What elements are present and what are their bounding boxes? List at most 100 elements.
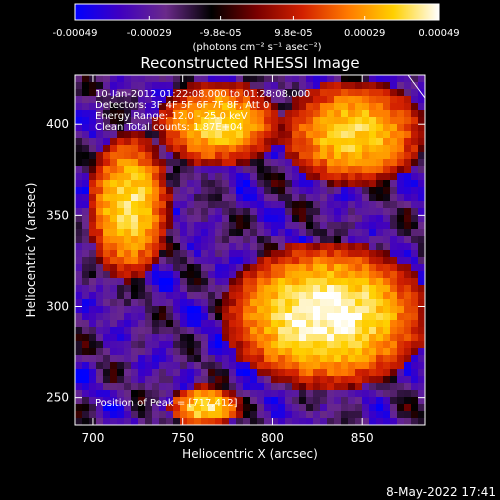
- heatmap-cell: [313, 131, 321, 139]
- heatmap-cell: [82, 376, 90, 384]
- heatmap-cell: [201, 369, 209, 377]
- heatmap-cell: [110, 138, 118, 146]
- heatmap-cell: [138, 285, 146, 293]
- heatmap-cell: [215, 271, 223, 279]
- heatmap-cell: [82, 320, 90, 328]
- heatmap-cell: [355, 320, 363, 328]
- heatmap-cell: [152, 376, 160, 384]
- heatmap-cell: [215, 124, 223, 132]
- heatmap-cell: [180, 110, 188, 118]
- heatmap-cell: [341, 306, 349, 314]
- heatmap-cell: [243, 208, 251, 216]
- heatmap-cell: [355, 292, 363, 300]
- heatmap-cell: [215, 89, 223, 97]
- heatmap-cell: [208, 355, 216, 363]
- heatmap-cell: [271, 250, 279, 258]
- heatmap-cell: [369, 89, 377, 97]
- heatmap-cell: [334, 222, 342, 230]
- heatmap-cell: [180, 348, 188, 356]
- heatmap-cell: [96, 383, 104, 391]
- heatmap-cell: [369, 250, 377, 258]
- heatmap-cell: [138, 215, 146, 223]
- heatmap-cell: [194, 222, 202, 230]
- heatmap-cell: [110, 271, 118, 279]
- heatmap-cell: [264, 187, 272, 195]
- heatmap-cell: [145, 299, 153, 307]
- heatmap-cell: [362, 166, 370, 174]
- heatmap-cell: [124, 180, 132, 188]
- heatmap-cell: [418, 320, 425, 328]
- heatmap-cell: [194, 404, 202, 412]
- heatmap-cell: [369, 313, 377, 321]
- heatmap-cell: [243, 117, 251, 125]
- heatmap-cell: [383, 187, 391, 195]
- heatmap-cell: [145, 89, 153, 97]
- heatmap-cell: [306, 194, 314, 202]
- heatmap-cell: [110, 82, 118, 90]
- heatmap-cell: [369, 145, 377, 153]
- heatmap-cell: [355, 89, 363, 97]
- heatmap-cell: [250, 187, 258, 195]
- heatmap-cell: [292, 75, 300, 83]
- heatmap-cell: [229, 257, 237, 265]
- heatmap-cell: [96, 131, 104, 139]
- heatmap-cell: [376, 264, 384, 272]
- heatmap-cell: [320, 89, 328, 97]
- heatmap-cell: [390, 397, 398, 405]
- heatmap-cell: [236, 362, 244, 370]
- heatmap-cell: [138, 355, 146, 363]
- heatmap-cell: [411, 229, 419, 237]
- heatmap-cell: [285, 383, 293, 391]
- heatmap-cell: [82, 138, 90, 146]
- heatmap-cell: [236, 236, 244, 244]
- heatmap-cell: [110, 292, 118, 300]
- heatmap-cell: [271, 215, 279, 223]
- heatmap-cell: [159, 376, 167, 384]
- heatmap-cell: [264, 418, 272, 425]
- annotation-energy: Energy Range: 12.0 - 25.0 keV: [95, 111, 248, 122]
- heatmap-cell: [124, 257, 132, 265]
- heatmap-cell: [383, 215, 391, 223]
- heatmap-cell: [173, 75, 181, 83]
- heatmap-cell: [166, 299, 174, 307]
- heatmap-cell: [334, 355, 342, 363]
- heatmap-cell: [82, 159, 90, 167]
- heatmap-cell: [411, 334, 419, 342]
- heatmap-cell: [348, 411, 356, 419]
- heatmap-cell: [166, 383, 174, 391]
- heatmap-cell: [229, 418, 237, 425]
- heatmap-cell: [292, 124, 300, 132]
- heatmap-cell: [411, 348, 419, 356]
- heatmap-cell: [411, 411, 419, 419]
- heatmap-cell: [355, 383, 363, 391]
- heatmap-cell: [208, 411, 216, 419]
- heatmap-cell: [229, 250, 237, 258]
- heatmap-cell: [264, 89, 272, 97]
- heatmap-cell: [306, 299, 314, 307]
- heatmap-cell: [82, 411, 90, 419]
- heatmap-cell: [264, 208, 272, 216]
- heatmap-cell: [229, 152, 237, 160]
- heatmap-cell: [404, 383, 412, 391]
- heatmap-cell: [89, 180, 97, 188]
- heatmap-cell: [264, 82, 272, 90]
- heatmap-cell: [145, 397, 153, 405]
- heatmap-cell: [313, 362, 321, 370]
- heatmap-cell: [103, 229, 111, 237]
- heatmap-cell: [411, 250, 419, 258]
- heatmap-cell: [369, 271, 377, 279]
- heatmap-cell: [124, 103, 132, 111]
- heatmap-cell: [320, 124, 328, 132]
- heatmap-cell: [159, 117, 167, 125]
- heatmap-cell: [306, 173, 314, 181]
- heatmap-cell: [355, 145, 363, 153]
- heatmap-cell: [320, 341, 328, 349]
- heatmap-cell: [306, 222, 314, 230]
- heatmap-cell: [369, 257, 377, 265]
- heatmap-cell: [110, 348, 118, 356]
- heatmap-cell: [355, 117, 363, 125]
- heatmap-cell: [145, 103, 153, 111]
- heatmap-cell: [194, 75, 202, 83]
- heatmap-cell: [334, 145, 342, 153]
- heatmap-cell: [306, 397, 314, 405]
